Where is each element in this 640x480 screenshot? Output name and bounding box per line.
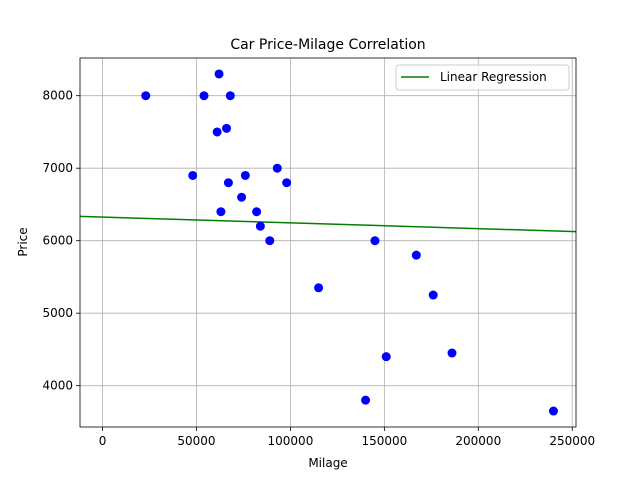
legend-box xyxy=(395,64,570,91)
scatter-point xyxy=(237,192,247,202)
scatter-point xyxy=(265,236,275,246)
scatter-point xyxy=(282,178,292,188)
y-tick-label: 6000 xyxy=(42,234,73,248)
scatter-point xyxy=(314,283,324,293)
y-tick-label: 5000 xyxy=(42,306,73,320)
plot-frame xyxy=(79,57,577,428)
scatter-point xyxy=(212,127,222,137)
x-tick-label: 50000 xyxy=(177,434,215,448)
scatter-point xyxy=(252,207,262,217)
scatter-point xyxy=(199,91,209,101)
regression-line xyxy=(79,215,577,233)
scatter-point xyxy=(240,170,250,180)
scatter-point xyxy=(225,91,235,101)
scatter-point xyxy=(141,91,151,101)
scatter-point xyxy=(223,178,233,188)
scatter-point xyxy=(255,221,265,231)
scatter-point xyxy=(381,352,391,362)
scatter-points xyxy=(141,69,558,416)
scatter-point xyxy=(370,236,380,246)
scatter-point xyxy=(222,123,232,133)
y-tick-label: 4000 xyxy=(42,379,73,393)
scatter-point xyxy=(411,250,421,260)
y-axis-ticks: 4000 5000 6000 7000 8000 xyxy=(42,89,80,393)
scatter-point xyxy=(361,395,371,405)
scatter-point xyxy=(188,170,198,180)
x-tick-label: 0 xyxy=(99,434,107,448)
y-tick-label: 7000 xyxy=(42,161,73,175)
x-tick-label: 100000 xyxy=(268,434,314,448)
x-axis-label: Milage xyxy=(308,456,347,470)
scatter-point xyxy=(216,207,226,217)
y-tick-label: 8000 xyxy=(42,89,73,103)
chart-title: Car Price-Milage Correlation xyxy=(230,37,425,53)
legend-label-linear-regression: Linear Regression xyxy=(440,70,547,84)
x-tick-label: 200000 xyxy=(455,434,501,448)
scatter-point xyxy=(428,290,438,300)
regression-line-layer xyxy=(79,215,577,233)
x-tick-label: 150000 xyxy=(361,434,407,448)
legend: Linear Regression xyxy=(395,64,570,91)
y-axis-label: Price xyxy=(16,227,30,256)
scatter-point xyxy=(548,406,558,416)
grid-lines xyxy=(80,58,576,427)
scatter-point xyxy=(214,69,224,79)
scatter-point xyxy=(447,348,457,358)
x-axis-ticks: 0 50000 100000 150000 200000 250000 xyxy=(99,427,595,448)
x-tick-label: 250000 xyxy=(549,434,595,448)
scatter-point xyxy=(272,163,282,173)
